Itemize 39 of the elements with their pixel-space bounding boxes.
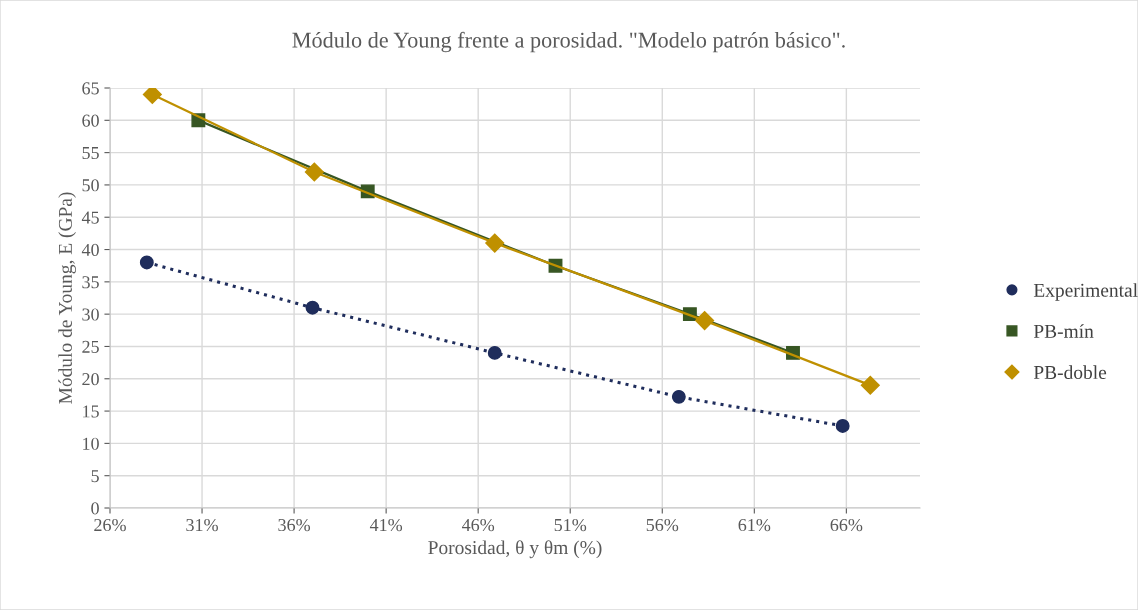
y-tick-label: 5 <box>91 470 99 483</box>
y-axis-title: Módulo de Young, E (GPa) <box>58 192 76 404</box>
x-tick-label: 56% <box>646 518 679 532</box>
y-tick-label: 20 <box>82 373 99 386</box>
point <box>304 162 324 182</box>
x-tick-label: 66% <box>830 518 863 532</box>
legend-label: PB-doble <box>1033 365 1107 380</box>
y-tick-label: 0 <box>91 502 99 515</box>
y-tick-label: 15 <box>83 405 99 418</box>
point <box>139 255 154 270</box>
point <box>695 311 715 331</box>
point <box>671 389 686 404</box>
y-tick-label: 30 <box>82 308 99 321</box>
x-tick-label: 36% <box>278 518 311 532</box>
y-tick-label: 50 <box>82 179 99 192</box>
x-tick-label: 31% <box>186 518 218 532</box>
legend-label: PB-mín <box>1033 324 1094 338</box>
point <box>305 300 320 315</box>
legend-label: Experimental <box>1033 283 1138 301</box>
y-tick-label: 25 <box>82 340 99 353</box>
y-tick-label: 65 <box>82 82 99 95</box>
y-tick-label: 10 <box>83 437 99 450</box>
x-tick-label: 41% <box>369 518 403 532</box>
point <box>835 418 850 433</box>
x-tick-label: 46% <box>461 518 495 532</box>
point <box>142 88 162 104</box>
y-tick-label: 40 <box>81 243 99 256</box>
y-tick-label: 55 <box>82 147 99 160</box>
x-tick-label: 26% <box>94 518 126 532</box>
chart-title: Módulo de Young frente a porosidad. "Modelo patrón básico". <box>292 31 845 53</box>
x-axis-title: Porosidad, θ y θm (%) <box>428 540 602 559</box>
x-tick-label: 61% <box>738 518 771 532</box>
point <box>487 345 502 360</box>
y-tick-label: 60 <box>82 114 99 127</box>
point <box>860 375 880 395</box>
y-tick-label: 35 <box>82 276 99 289</box>
point <box>485 233 505 253</box>
x-tick-label: 51% <box>554 518 587 532</box>
y-tick-label: 45 <box>81 211 99 224</box>
